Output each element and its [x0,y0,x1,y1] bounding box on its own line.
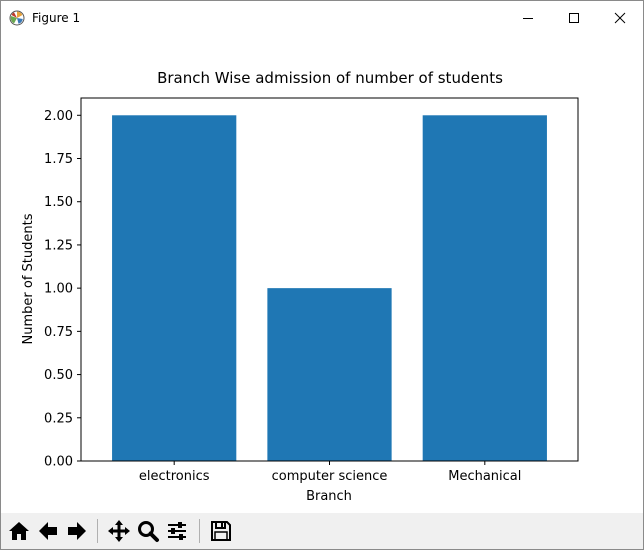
y-tick-label: 0.00 [44,455,73,470]
zoom-button[interactable] [135,517,161,545]
arrow-right-icon [68,522,86,540]
bar-1 [267,288,392,461]
toolbar-separator [97,519,98,543]
close-icon [614,12,626,24]
sliders-icon [168,522,186,540]
forward-button[interactable] [64,517,90,545]
navigation-toolbar [1,513,643,549]
back-button[interactable] [35,517,61,545]
minimize-button[interactable] [505,1,551,35]
matplotlib-app-icon [9,10,25,26]
y-tick-label: 1.50 [44,195,73,210]
title-bar[interactable]: Figure 1 [1,1,643,35]
configure-subplots-button[interactable] [164,517,190,545]
bar-2 [422,115,547,462]
magnifier-icon [138,521,159,542]
plot-canvas[interactable]: Branch Wise admission of number of stude… [1,35,643,513]
floppy-icon [211,521,231,541]
move-icon [108,520,130,542]
toolbar-separator [199,519,200,543]
maximize-button[interactable] [551,1,597,35]
maximize-icon [569,13,579,23]
bar-0 [112,115,237,462]
y-tick-label: 1.75 [44,152,73,167]
y-tick-label: 1.00 [44,282,73,297]
pan-button[interactable] [106,517,132,545]
minimize-icon [523,18,533,19]
close-button[interactable] [597,1,643,35]
arrow-left-icon [39,522,57,540]
x-axis-label: Branch [306,489,352,504]
y-tick-label: 0.50 [44,368,73,383]
home-icon [9,522,29,540]
y-tick-label: 0.25 [44,411,73,426]
window-title: Figure 1 [32,11,81,25]
y-axis-label: Number of Students [21,213,36,344]
x-tick-label: Mechanical [448,469,521,484]
x-tick-label: computer science [272,469,388,484]
axes-frame [80,97,579,462]
y-tick-label: 2.00 [44,109,73,124]
y-tick-label: 1.25 [44,238,73,253]
home-button[interactable] [6,517,32,545]
y-tick-label: 0.75 [44,325,73,340]
x-tick-label: electronics [139,469,210,484]
bar-chart: Branch Wise admission of number of stude… [21,69,579,504]
save-button[interactable] [208,517,234,545]
chart-title: Branch Wise admission of number of stude… [157,69,503,87]
